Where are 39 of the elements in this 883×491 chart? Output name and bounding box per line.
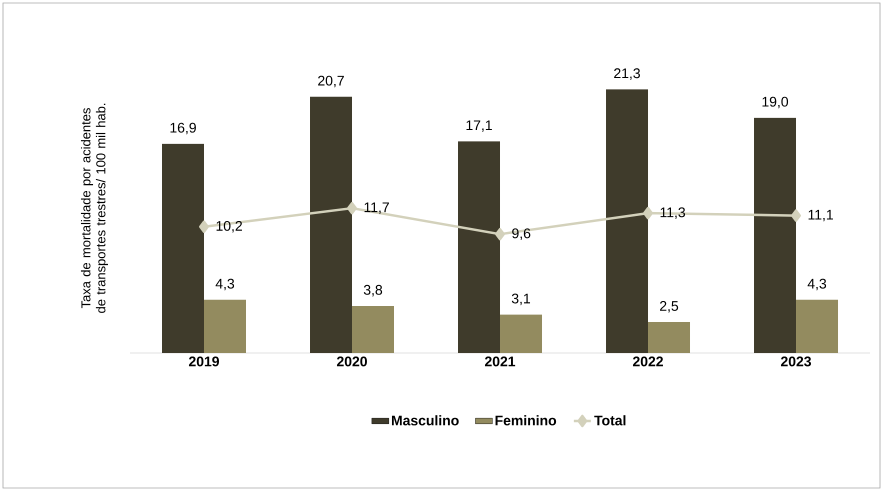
- bar: [754, 118, 796, 353]
- data-label: 11,1: [808, 210, 833, 222]
- bar: [352, 306, 394, 353]
- data-label: 3,1: [512, 294, 530, 306]
- legend-label: Feminino: [496, 415, 556, 426]
- data-label: 10,2: [216, 220, 242, 233]
- point: [199, 220, 209, 233]
- bar: [796, 300, 838, 353]
- x-tick-label: 2021: [484, 356, 516, 366]
- y-axis-title: Taxa de mortalidade por acidentes de transportes trestres/ 100 mil hab.: [80, 104, 108, 313]
- point: [495, 228, 505, 240]
- point: [347, 202, 357, 214]
- legend-label: Total: [594, 415, 626, 426]
- legend-label: Masculino: [392, 415, 459, 426]
- bar: [458, 141, 500, 353]
- data-label: 9,6: [512, 228, 530, 240]
- point: [791, 209, 801, 222]
- point: [643, 206, 653, 220]
- data-label: 11,3: [660, 207, 686, 219]
- x-tick-label: 2019: [188, 356, 220, 366]
- bar: [648, 322, 690, 353]
- data-label: 3,8: [364, 284, 382, 296]
- bar: [204, 300, 246, 353]
- data-label: 11,7: [364, 202, 389, 214]
- bar: [310, 96, 352, 353]
- data-label: 16,9: [170, 122, 196, 134]
- data-label: 17,1: [466, 120, 492, 132]
- data-label: 2,5: [660, 301, 678, 313]
- data-label: 21,3: [614, 68, 640, 80]
- x-tick-label: 2020: [336, 356, 367, 366]
- x-tick-label: 2023: [780, 356, 812, 366]
- data-label: 19,0: [762, 96, 788, 108]
- bar: [606, 89, 648, 353]
- data-label: 4,3: [808, 278, 826, 290]
- data-label: 20,7: [318, 76, 344, 88]
- bar: [162, 144, 204, 353]
- x-tick-label: 2022: [632, 356, 663, 366]
- data-label: 4,3: [216, 278, 234, 290]
- bar: [500, 314, 542, 353]
